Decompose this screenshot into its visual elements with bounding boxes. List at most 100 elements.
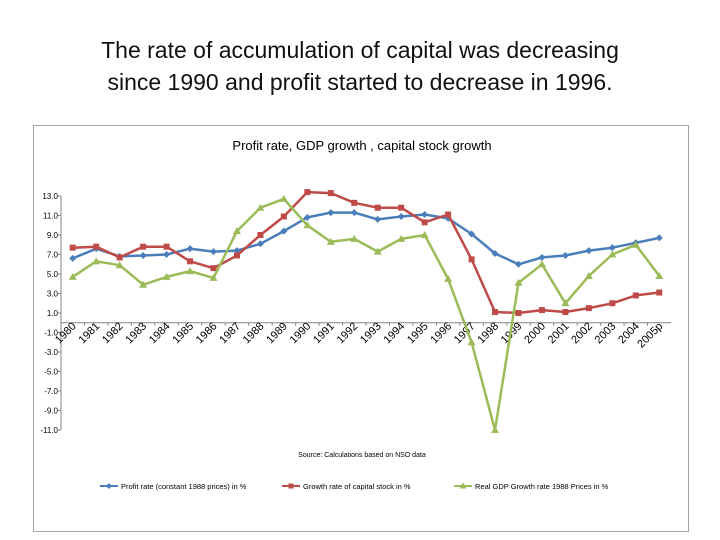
series-2 <box>69 189 663 316</box>
data-point <box>233 252 240 259</box>
data-point <box>374 215 382 223</box>
data-point <box>444 274 453 282</box>
data-point <box>163 243 170 250</box>
series-line <box>72 197 661 432</box>
data-point <box>585 247 593 255</box>
x-tick-label: 1982 <box>100 320 126 346</box>
data-point <box>186 245 194 253</box>
data-point <box>233 247 241 255</box>
series-3 <box>68 194 664 433</box>
data-point <box>209 273 218 281</box>
data-point <box>515 260 522 268</box>
y-tick-label: 3.0 <box>47 290 59 299</box>
chart-source: Source: Calculations based on NSO data <box>298 452 426 459</box>
chart-title: Profit rate, GDP growth , capital stock … <box>232 138 491 153</box>
x-tick-label: 1989 <box>264 320 290 346</box>
data-point <box>304 189 311 196</box>
data-point <box>492 309 499 316</box>
data-point <box>186 267 195 275</box>
x-tick-label: 1981 <box>77 320 103 346</box>
x-tick-label: 1998 <box>475 320 501 346</box>
data-point <box>303 221 312 229</box>
y-tick-label: 13.0 <box>42 192 58 201</box>
legend-label: Real GDP Growth rate 1988 Prices in % <box>475 482 609 491</box>
slide-title-line-2: since 1990 and profit started to decreas… <box>107 69 613 95</box>
data-point <box>515 310 522 316</box>
data-point <box>280 227 288 235</box>
data-point <box>538 253 546 261</box>
data-point <box>93 243 100 250</box>
x-axis-ticks: 1980198119821983198419851986198719881989… <box>53 320 665 350</box>
x-tick-label: 2002 <box>569 320 595 346</box>
data-point <box>163 251 171 258</box>
axes <box>60 196 671 430</box>
x-tick-label: 1996 <box>428 320 454 346</box>
data-point <box>140 243 147 250</box>
x-tick-label: 1991 <box>311 320 337 346</box>
y-tick-label: -5.0 <box>44 368 58 377</box>
x-tick-label: 1992 <box>335 320 361 346</box>
data-point <box>327 190 334 197</box>
y-tick-label: -9.0 <box>44 407 58 416</box>
x-tick-label: 1993 <box>358 320 384 346</box>
legend: Profit rate (constant 1988 prices) in % G… <box>100 482 609 491</box>
data-point <box>210 248 217 256</box>
data-point <box>632 292 639 299</box>
slide-title: The rate of accumulation of capital was … <box>40 34 680 98</box>
data-point <box>608 244 616 252</box>
data-point <box>69 254 77 262</box>
x-tick-label: 2005p <box>635 320 665 350</box>
data-point <box>116 254 123 261</box>
data-point <box>655 271 664 279</box>
data-point <box>351 199 358 206</box>
x-tick-label: 1983 <box>123 320 149 346</box>
legend-item: Growth rate of capital stock in % <box>282 482 411 491</box>
y-axis-ticks: 13.0 11.0 9.0 7.0 5.0 3.0 1.0 -1.0 -3.0 -5.0 -7.0 -… <box>40 192 61 435</box>
data-point <box>397 212 405 220</box>
y-tick-label: -1.0 <box>44 329 58 338</box>
data-point <box>303 213 311 221</box>
data-point <box>609 300 616 307</box>
data-point <box>561 299 570 307</box>
x-tick-label: 1988 <box>241 320 267 346</box>
line-chart: Profit rate, GDP growth , capital stock … <box>40 138 671 491</box>
data-point <box>374 204 381 211</box>
legend-label: Growth rate of capital stock in % <box>303 482 411 491</box>
data-point <box>279 194 288 202</box>
data-point <box>350 209 358 217</box>
data-point <box>256 203 265 211</box>
data-point <box>162 272 171 280</box>
data-point <box>562 309 569 316</box>
data-point <box>232 227 241 235</box>
x-tick-label: 2000 <box>522 320 548 346</box>
legend-marker <box>288 483 294 489</box>
data-point <box>139 251 147 259</box>
y-tick-label: 1.0 <box>47 309 59 318</box>
data-point <box>491 250 499 258</box>
slide-title-line-1: The rate of accumulation of capital was … <box>101 37 619 63</box>
data-point <box>397 234 406 242</box>
data-point <box>537 260 546 268</box>
data-point <box>585 305 592 312</box>
legend-marker <box>459 482 467 489</box>
data-point <box>210 265 217 272</box>
data-point <box>280 213 287 220</box>
legend-marker <box>106 483 112 489</box>
data-point <box>467 338 476 346</box>
x-tick-label: 2001 <box>546 320 572 346</box>
data-point <box>92 257 101 265</box>
data-point <box>187 258 194 265</box>
y-tick-label: 11.0 <box>43 212 59 221</box>
legend-item: Real GDP Growth rate 1988 Prices in % <box>454 482 609 491</box>
x-tick-label: 2003 <box>593 320 619 346</box>
data-point <box>68 272 77 280</box>
y-tick-label: 9.0 <box>47 231 59 240</box>
data-point <box>491 426 500 433</box>
y-tick-label: -3.0 <box>44 348 58 357</box>
x-tick-label: 1980 <box>53 320 79 346</box>
series-layer <box>68 189 664 433</box>
data-point <box>350 234 359 242</box>
data-point <box>139 280 148 288</box>
data-point <box>608 250 617 258</box>
data-point <box>327 209 335 217</box>
